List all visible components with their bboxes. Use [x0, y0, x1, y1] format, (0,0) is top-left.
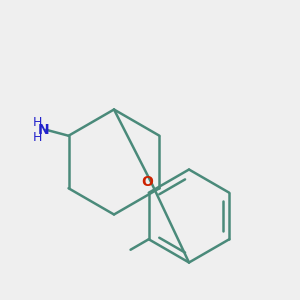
Text: H: H [32, 116, 42, 129]
Text: N: N [38, 123, 50, 137]
Text: O: O [141, 175, 153, 188]
Text: H: H [32, 131, 42, 144]
